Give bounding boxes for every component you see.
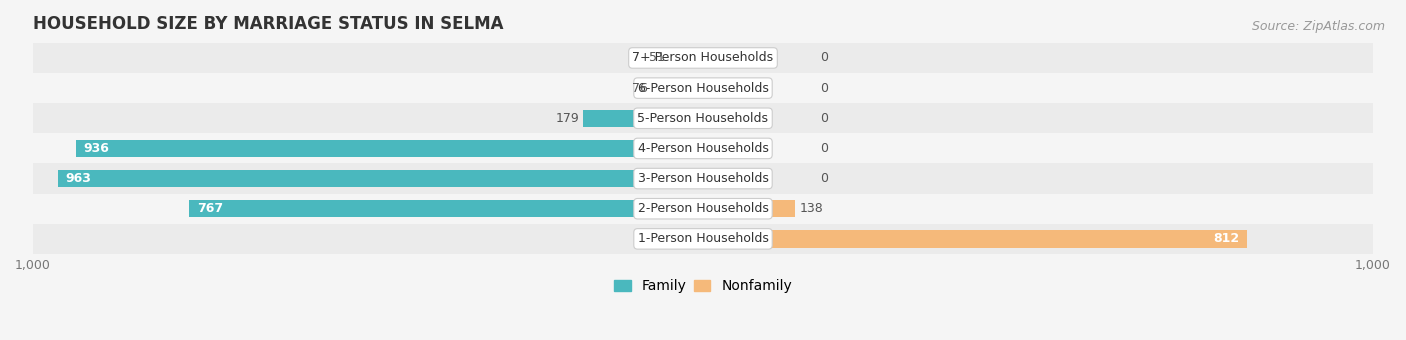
Bar (76, 140, 703, 157)
Bar (669, 49, 703, 67)
Bar (32, 43, 1374, 73)
Bar (32, 103, 1374, 133)
Bar (32, 224, 1374, 254)
Text: 0: 0 (820, 51, 828, 65)
Bar (703, 230, 1247, 248)
Text: 138: 138 (800, 202, 824, 215)
Text: 4-Person Households: 4-Person Households (637, 142, 769, 155)
Bar (32, 73, 1374, 103)
Text: 936: 936 (84, 142, 110, 155)
Text: 0: 0 (820, 82, 828, 95)
Text: 51: 51 (650, 51, 665, 65)
Text: 7+ Person Households: 7+ Person Households (633, 51, 773, 65)
Legend: Family, Nonfamily: Family, Nonfamily (614, 279, 792, 293)
Text: 812: 812 (1213, 232, 1239, 245)
Text: 76: 76 (633, 82, 648, 95)
Bar (58, 170, 703, 187)
Bar (652, 79, 703, 97)
Text: 767: 767 (197, 202, 224, 215)
Text: 2-Person Households: 2-Person Households (637, 202, 769, 215)
Text: 0: 0 (820, 112, 828, 125)
Text: 0: 0 (820, 172, 828, 185)
Bar (188, 200, 703, 218)
Text: HOUSEHOLD SIZE BY MARRIAGE STATUS IN SELMA: HOUSEHOLD SIZE BY MARRIAGE STATUS IN SEL… (32, 15, 503, 33)
Bar (703, 200, 796, 218)
Text: 3-Person Households: 3-Person Households (637, 172, 769, 185)
Text: Source: ZipAtlas.com: Source: ZipAtlas.com (1251, 20, 1385, 33)
Text: 5-Person Households: 5-Person Households (637, 112, 769, 125)
Text: 179: 179 (555, 112, 579, 125)
Bar (32, 133, 1374, 164)
Bar (32, 194, 1374, 224)
Text: 1-Person Households: 1-Person Households (637, 232, 769, 245)
Text: 0: 0 (820, 142, 828, 155)
Text: 6-Person Households: 6-Person Households (637, 82, 769, 95)
Bar (32, 164, 1374, 194)
Text: 963: 963 (66, 172, 91, 185)
Bar (583, 109, 703, 127)
